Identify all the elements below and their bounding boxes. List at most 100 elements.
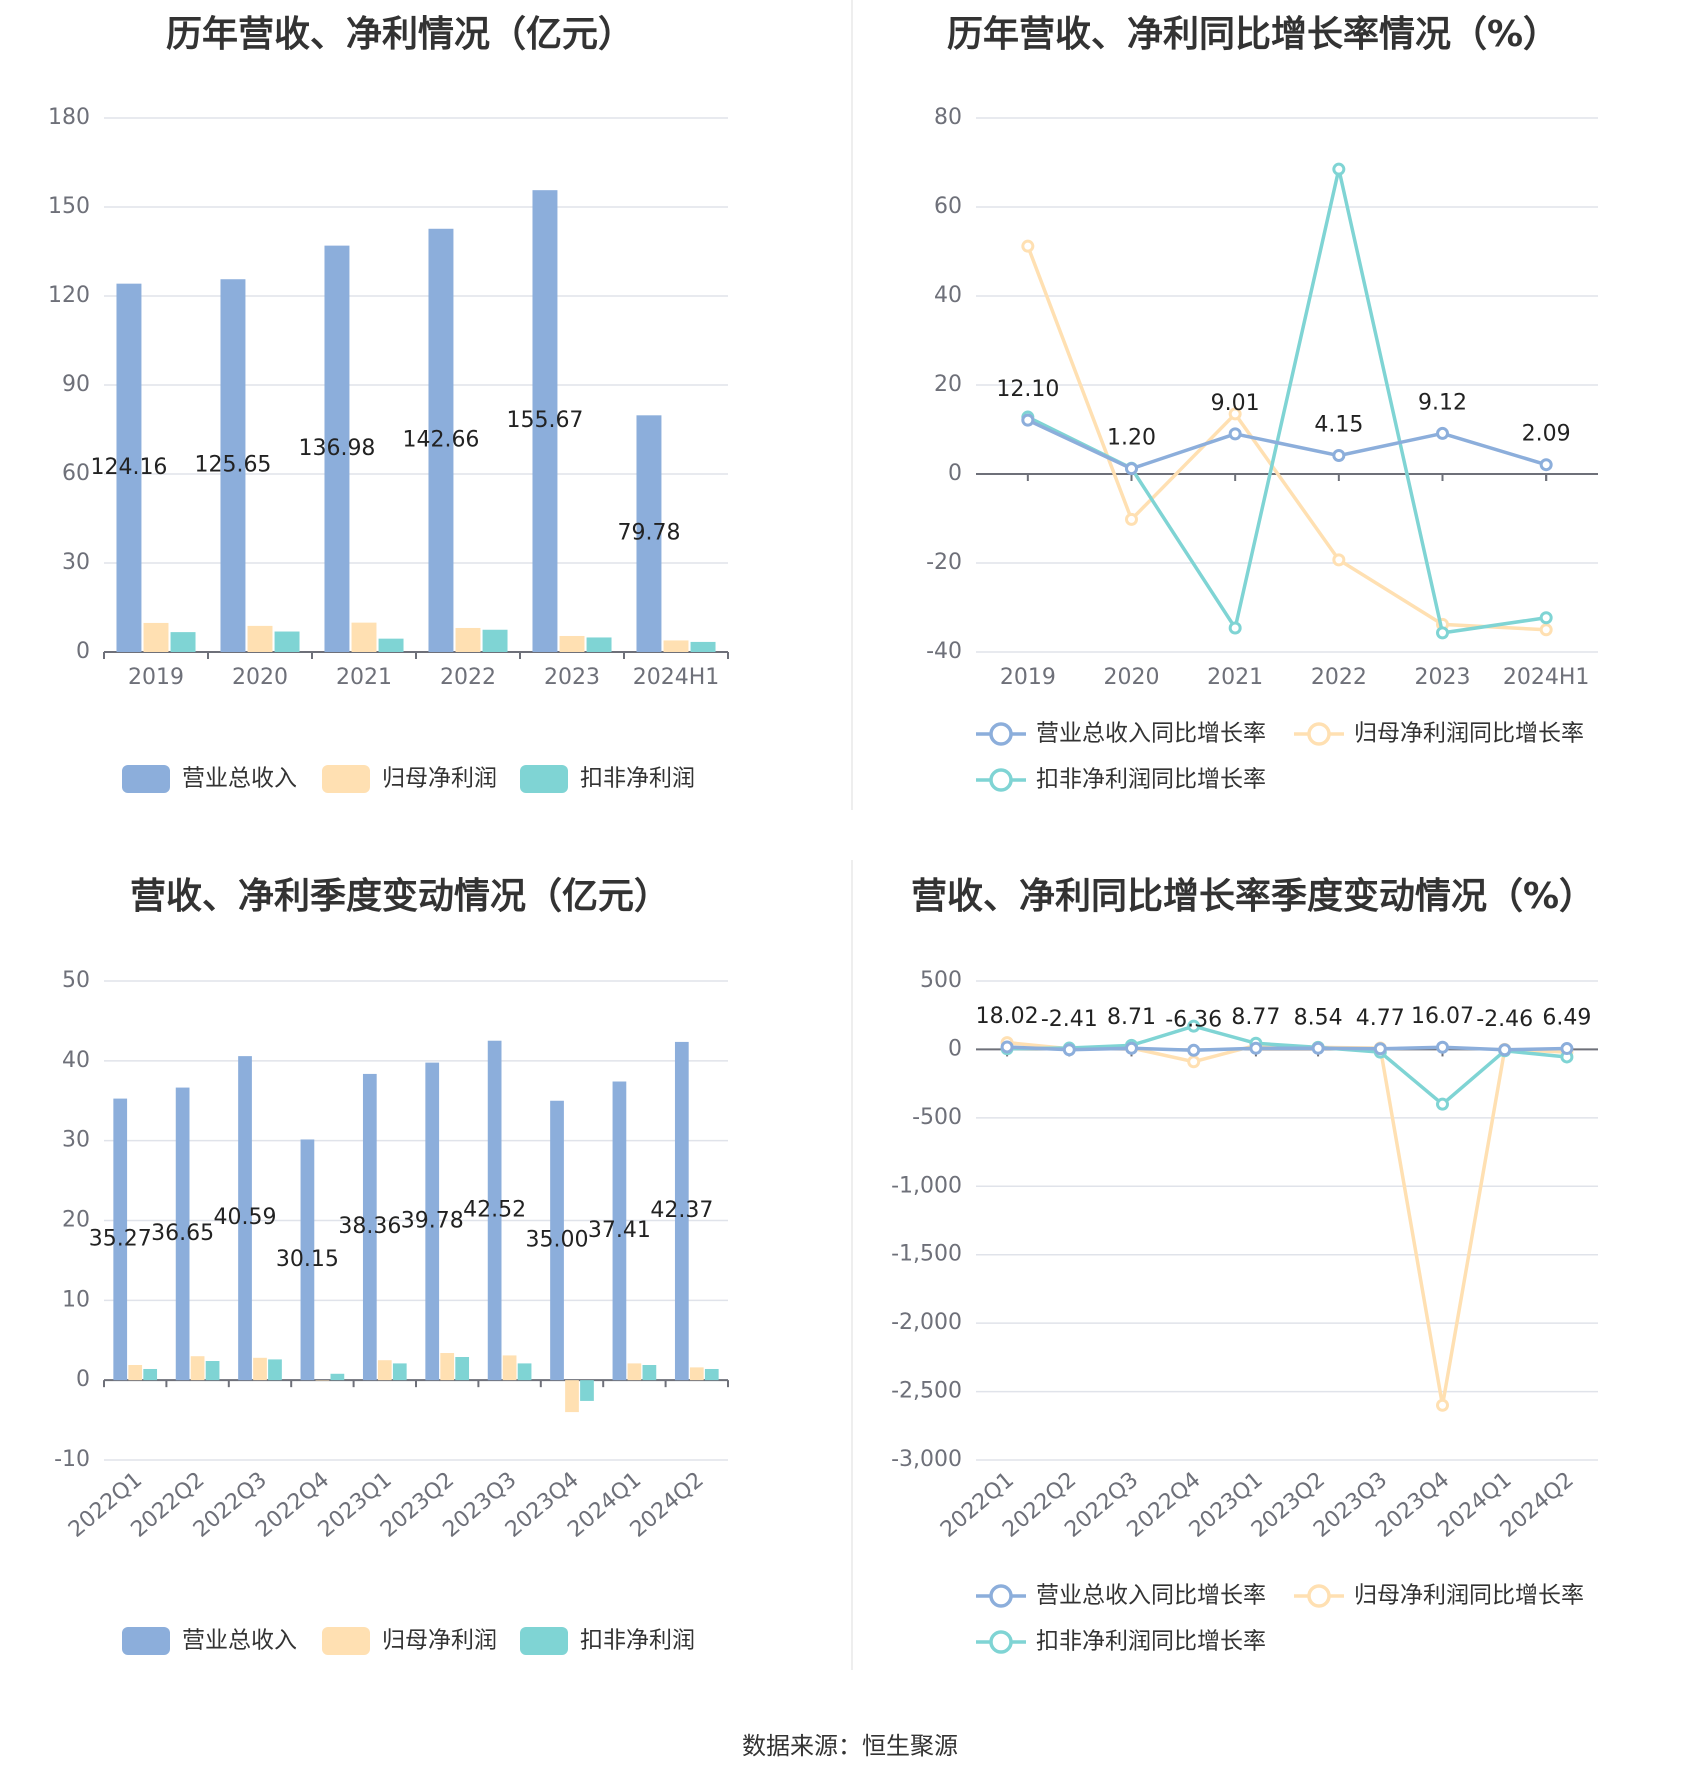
bar-net-profit	[440, 1353, 455, 1381]
y-tick-label: -10	[54, 1447, 90, 1472]
bar-data-label: 155.67	[506, 408, 583, 433]
bar-net-profit	[689, 1367, 704, 1381]
chart-panel-1: 历年营收、净利情况（亿元） 0 30 60 90 120 150 180 2019 2020 202…	[48, 14, 729, 793]
line-data-label: 8.54	[1294, 1005, 1343, 1030]
y-tick-label: 40	[62, 1048, 90, 1073]
line-series	[1007, 1024, 1568, 1107]
bar-revenue	[116, 283, 142, 652]
bar-net-profit	[351, 622, 377, 652]
y-tick-label: 60	[62, 461, 90, 486]
line-point	[1000, 1040, 1014, 1054]
line-data-label: -2.41	[1041, 1007, 1098, 1032]
y-tick-label: 10	[62, 1287, 90, 1312]
line-data-label: 18.02	[976, 1004, 1039, 1029]
bar-data-label: 39.78	[401, 1208, 464, 1233]
legend-label: 扣非净利润	[580, 766, 695, 792]
line-data-label: 4.77	[1356, 1006, 1405, 1031]
line-point	[1062, 1043, 1076, 1057]
line-data-label: 6.49	[1542, 1006, 1591, 1031]
x-tick-label: 2024H1	[633, 665, 720, 690]
bar-deducted-profit	[455, 1357, 470, 1381]
line-series	[1007, 1045, 1567, 1053]
line-point	[1498, 1043, 1512, 1057]
y-tick-label: 0	[76, 639, 90, 664]
bar-deducted-profit	[482, 629, 508, 652]
line-point	[1436, 1040, 1449, 1054]
legend-item: 扣非净利润	[520, 765, 695, 793]
legend-label: 营业总收入	[182, 1628, 297, 1654]
bar-net-profit	[627, 1363, 642, 1381]
legend-item: 归母净利润	[322, 765, 497, 793]
bar-data-label: 35.27	[89, 1226, 152, 1251]
legend-label: 扣非净利润同比增长率	[1036, 767, 1266, 793]
line-data-label: 4.15	[1314, 413, 1363, 438]
bar-data-label: 42.37	[650, 1198, 713, 1223]
y-tick-label: 150	[48, 194, 90, 219]
y-tick-label: -2,500	[891, 1379, 962, 1404]
legend-item: 归母净利润同比增长率	[1294, 1583, 1584, 1609]
line-data-label: 8.77	[1231, 1005, 1280, 1030]
line-point	[1187, 1043, 1201, 1057]
y-tick-label: 40	[934, 283, 962, 308]
legend-item: 扣非净利润同比增长率	[976, 767, 1266, 793]
legend-label: 归母净利润	[382, 1628, 497, 1654]
legend-swatch	[122, 1627, 170, 1655]
y-tick-label: 60	[934, 194, 962, 219]
bar-deducted-profit	[330, 1373, 345, 1381]
line-point	[1436, 626, 1449, 640]
bar-revenue	[113, 1098, 128, 1381]
line-data-label: 2.09	[1522, 422, 1571, 447]
bar-net-profit	[253, 1357, 267, 1381]
line-point	[1125, 462, 1138, 476]
bar-deducted-profit	[642, 1364, 657, 1381]
y-tick-label: -40	[926, 639, 962, 664]
bar-deducted-profit	[690, 641, 716, 652]
bar-data-label: 38.36	[338, 1214, 401, 1239]
line-point	[1436, 1398, 1449, 1412]
line-point	[1373, 1042, 1387, 1056]
y-tick-label: 0	[76, 1367, 90, 1392]
bar-revenue	[428, 228, 454, 652]
bar-revenue	[636, 415, 662, 652]
legend-item: 扣非净利润	[520, 1627, 695, 1655]
bar-deducted-profit	[170, 632, 196, 652]
bar-deducted-profit	[205, 1361, 220, 1381]
legend-item: 营业总收入	[122, 1627, 297, 1655]
bar-data-label: 37.41	[588, 1218, 651, 1243]
line-point	[1125, 1041, 1138, 1055]
bar-net-profit	[663, 640, 689, 652]
bar-net-profit	[190, 1356, 205, 1381]
line-point	[1228, 407, 1242, 421]
x-tick-label: 2023	[1415, 665, 1471, 690]
line-point	[1332, 162, 1346, 176]
line-series	[1027, 418, 1547, 471]
y-tick-label: 80	[934, 105, 962, 130]
y-tick-label: -1,500	[891, 1242, 962, 1267]
y-tick-label: -2,000	[891, 1310, 962, 1335]
legend-item: 营业总收入同比增长率	[976, 1583, 1266, 1609]
y-tick-label: 20	[62, 1208, 90, 1233]
y-tick-label: -1,000	[891, 1173, 962, 1198]
chart-title: 营收、净利同比增长率季度变动情况（%）	[911, 875, 1595, 917]
legend-marker	[1307, 1584, 1331, 1608]
bar-net-profit	[455, 627, 481, 652]
legend-swatch	[322, 765, 370, 793]
line-data-label: 8.71	[1107, 1005, 1156, 1030]
line-series	[1006, 1040, 1567, 1406]
y-tick-label: 20	[934, 372, 962, 397]
bar-revenue	[532, 190, 558, 652]
legend: 营业总收入 归母净利润 扣非净利润	[122, 1627, 695, 1655]
bar-net-profit	[128, 1364, 143, 1381]
y-tick-label: 0	[948, 461, 962, 486]
y-tick-label: -20	[926, 550, 962, 575]
line-point	[1436, 426, 1449, 440]
line-point	[1228, 427, 1242, 441]
legend-marker	[989, 768, 1013, 792]
chart-title: 历年营收、净利同比增长率情况（%）	[947, 14, 1559, 55]
legend-label: 归母净利润同比增长率	[1354, 1583, 1584, 1609]
line-point	[1249, 1041, 1263, 1055]
bar-revenue	[674, 1041, 689, 1381]
legend-label: 营业总收入同比增长率	[1036, 1583, 1266, 1609]
line-point	[1539, 611, 1553, 625]
